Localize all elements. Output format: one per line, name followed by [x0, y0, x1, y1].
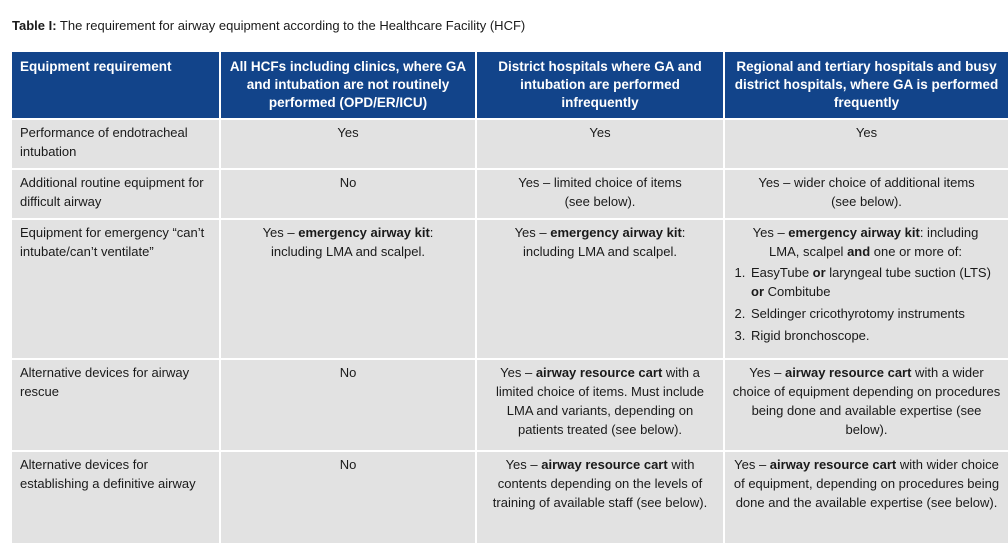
cell-text: with wider choice of equipment, dependin… — [733, 457, 1000, 510]
cell-all-hcfs: No — [220, 450, 477, 543]
cell-text: Yes – — [262, 225, 299, 240]
cell-text: (see below). — [831, 194, 902, 209]
header-all-hcfs: All HCFs including clinics, where GA and… — [220, 52, 477, 119]
cell-text: Yes – — [500, 365, 536, 380]
airway-resource-cart-term: airway resource cart — [535, 365, 663, 380]
cell-text: : — [429, 225, 434, 240]
row-label: Alternative devices for airway rescue — [12, 358, 221, 451]
cell-regional: Yes — [724, 118, 1008, 169]
cell-all-hcfs: No — [220, 168, 477, 219]
table-header-row: Equipment requirement All HCFs including… — [12, 52, 1008, 119]
cell-text: EasyTube — [751, 265, 813, 280]
cell-text: Combitube — [764, 284, 831, 299]
cell-text: laryngeal tube suction (LTS) — [825, 265, 991, 280]
or-term: or — [812, 265, 826, 280]
cell-text: including LMA and scalpel. — [271, 244, 425, 259]
table-row: Alternative devices for establishing a d… — [12, 450, 1008, 543]
cell-all-hcfs: No — [220, 358, 477, 451]
table-row: Additional routine equipment for difficu… — [12, 168, 1008, 219]
airway-resource-cart-term: airway resource cart — [541, 457, 668, 472]
emergency-airway-kit-term: emergency airway kit — [788, 225, 920, 240]
airway-resource-cart-term: airway resource cart — [769, 457, 897, 472]
cell-text: (see below). — [564, 194, 636, 209]
cell-all-hcfs: Yes — [220, 118, 477, 169]
list-item: EasyTube or laryngeal tube suction (LTS)… — [749, 263, 1002, 301]
cell-text: Yes – — [749, 365, 785, 380]
table-row: Alternative devices for airway rescue No… — [12, 358, 1008, 451]
cell-text: Yes – — [734, 457, 770, 472]
cell-text: with a wider choice of equipment dependi… — [732, 365, 1001, 437]
cell-text: Yes – — [514, 225, 551, 240]
list-item: Seldinger cricothyrotomy instruments — [749, 304, 1002, 323]
table-row: Equipment for emergency “can’t intubate/… — [12, 218, 1008, 359]
cell-text: : — [681, 225, 686, 240]
cell-district: Yes — [476, 118, 725, 169]
equipment-list: EasyTube or laryngeal tube suction (LTS)… — [729, 263, 1002, 345]
cell-text: Yes – — [752, 225, 789, 240]
emergency-airway-kit-term: emergency airway kit — [550, 225, 682, 240]
cell-text: with a limited choice of items. Must inc… — [495, 365, 705, 437]
cell-text: with contents depending on the levels of… — [492, 457, 708, 510]
or-term: or — [751, 284, 764, 299]
row-label: Equipment for emergency “can’t intubate/… — [12, 218, 221, 359]
emergency-airway-kit-term: emergency airway kit — [298, 225, 430, 240]
table-row: Performance of endotracheal intubation Y… — [12, 118, 1008, 169]
header-district-hospitals: District hospitals where GA and intubati… — [476, 52, 725, 119]
cell-regional: Yes – wider choice of additional items (… — [724, 168, 1008, 219]
caption-text: The requirement for airway equipment acc… — [56, 18, 526, 33]
list-item: Rigid bronchoscope. — [749, 326, 1002, 345]
header-equipment-requirement: Equipment requirement — [12, 52, 221, 119]
cell-text: one or more of: — [870, 244, 962, 259]
cell-text: Yes – — [505, 457, 542, 472]
cell-text: Yes – limited choice of items — [518, 175, 682, 190]
cell-district: Yes – emergency airway kit: including LM… — [476, 218, 725, 359]
airway-equipment-table: Equipment requirement All HCFs including… — [12, 52, 1008, 543]
cell-district: Yes – limited choice of items (see below… — [476, 168, 725, 219]
cell-district: Yes – airway resource cart with contents… — [476, 450, 725, 543]
header-regional-tertiary: Regional and tertiary hospitals and busy… — [724, 52, 1008, 119]
caption-label: Table I: — [12, 18, 57, 33]
and-term: and — [847, 244, 871, 259]
cell-regional: Yes – airway resource cart with a wider … — [724, 358, 1008, 451]
row-label: Additional routine equipment for difficu… — [12, 168, 221, 219]
row-label: Alternative devices for establishing a d… — [12, 450, 221, 543]
cell-regional: Yes – airway resource cart with wider ch… — [724, 450, 1008, 543]
cell-text: including LMA and scalpel. — [523, 244, 677, 259]
cell-district: Yes – airway resource cart with a limite… — [476, 358, 725, 451]
cell-text: LMA, scalpel — [769, 244, 848, 259]
cell-all-hcfs: Yes – emergency airway kit: including LM… — [220, 218, 477, 359]
table-caption: Table I: The requirement for airway equi… — [12, 18, 525, 34]
cell-regional: Yes – emergency airway kit: including LM… — [724, 218, 1008, 359]
airway-resource-cart-term: airway resource cart — [784, 365, 912, 380]
row-label: Performance of endotracheal intubation — [12, 118, 221, 169]
cell-text: Yes – wider choice of additional items — [758, 175, 975, 190]
cell-text: : including — [919, 225, 979, 240]
